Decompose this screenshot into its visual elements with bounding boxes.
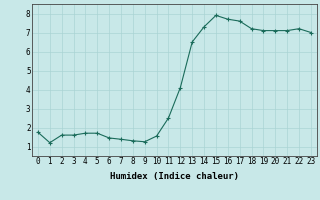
X-axis label: Humidex (Indice chaleur): Humidex (Indice chaleur) (110, 172, 239, 181)
